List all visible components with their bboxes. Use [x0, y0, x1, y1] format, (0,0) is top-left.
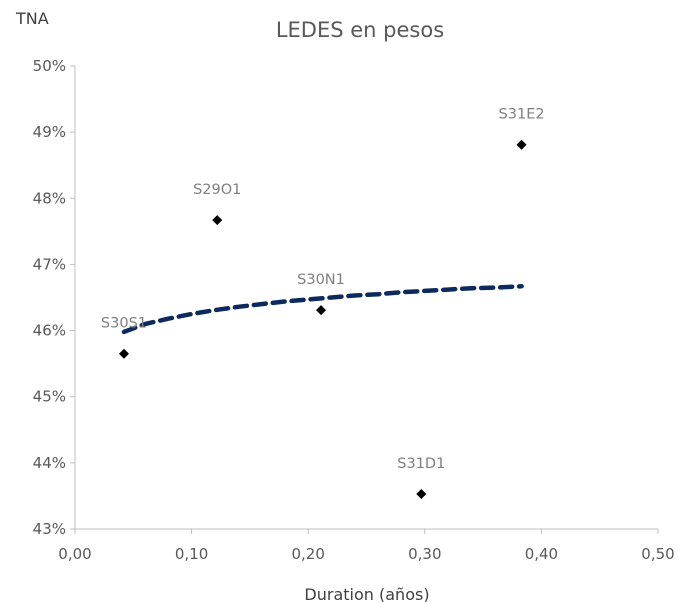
- y-tick-label: 43%: [33, 520, 66, 538]
- y-tick-label: 44%: [33, 454, 66, 472]
- chart-title: LEDES en pesos: [276, 18, 444, 42]
- data-points: S30S1 S29O1 S30N1 S31D1 S31E2: [101, 107, 545, 499]
- y-tick-label: 50%: [33, 57, 66, 75]
- data-point-marker: [212, 215, 223, 226]
- y-tick-label: 49%: [33, 123, 66, 141]
- trendline: [121, 284, 524, 335]
- y-tick-label: 45%: [33, 388, 66, 406]
- data-point-marker: [516, 139, 527, 150]
- tick-labels: 43% 44% 45% 46% 47% 48% 49% 50% 0,00 0,10 0,20 0,30…: [33, 57, 675, 563]
- data-point-label: S30N1: [297, 272, 345, 288]
- y-tick-label: 47%: [33, 255, 66, 273]
- x-tick-label: 0,50: [641, 545, 674, 563]
- data-point-label: S29O1: [193, 182, 241, 198]
- y-tick-label: 46%: [33, 322, 66, 340]
- x-tick-label: 0,20: [291, 545, 324, 563]
- x-tick-label: 0,40: [525, 545, 558, 563]
- data-point-marker: [118, 348, 129, 359]
- x-tick-label: 0,10: [175, 545, 208, 563]
- trendline-path: [121, 284, 524, 335]
- data-point-marker: [316, 305, 327, 316]
- x-tick-label: 0,00: [58, 545, 91, 563]
- axes: [70, 65, 659, 534]
- data-point-marker: [416, 488, 427, 499]
- data-point-label: S31E2: [499, 107, 545, 123]
- x-tick-label: 0,30: [408, 545, 441, 563]
- x-axis-title: Duration (años): [304, 585, 429, 602]
- y-axis-title: TNA: [15, 9, 49, 28]
- data-point-label: S30S1: [101, 316, 147, 332]
- data-point-label: S31D1: [397, 456, 445, 472]
- y-tick-label: 48%: [33, 189, 66, 207]
